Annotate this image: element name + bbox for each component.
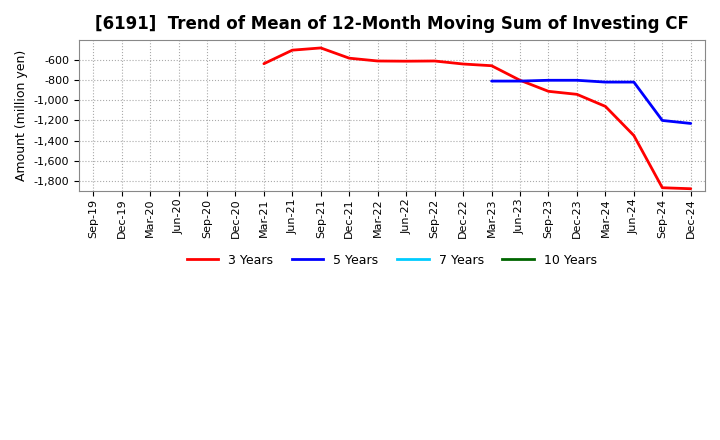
3 Years [374,59,382,64]
3 Years [260,61,269,66]
3 Years [572,92,581,97]
3 Years [459,61,467,66]
Legend: 3 Years, 5 Years, 7 Years, 10 Years: 3 Years, 5 Years, 7 Years, 10 Years [182,249,602,272]
3 Years [431,59,439,64]
3 Years [288,48,297,53]
3 Years [487,63,496,68]
Line: 5 Years: 5 Years [492,80,690,124]
3 Years [601,104,610,109]
Y-axis label: Amount (million yen): Amount (million yen) [15,50,28,181]
5 Years [572,77,581,83]
3 Years [658,185,667,191]
3 Years [345,55,354,61]
Line: 3 Years: 3 Years [264,48,690,189]
5 Years [601,80,610,85]
5 Years [516,78,524,84]
5 Years [629,80,638,85]
3 Years [686,186,695,191]
3 Years [544,89,553,94]
Title: [6191]  Trend of Mean of 12-Month Moving Sum of Investing CF: [6191] Trend of Mean of 12-Month Moving … [95,15,689,33]
3 Years [516,77,524,83]
5 Years [686,121,695,126]
5 Years [544,77,553,83]
3 Years [629,133,638,138]
5 Years [658,118,667,123]
5 Years [487,78,496,84]
3 Years [317,45,325,51]
3 Years [402,59,410,64]
